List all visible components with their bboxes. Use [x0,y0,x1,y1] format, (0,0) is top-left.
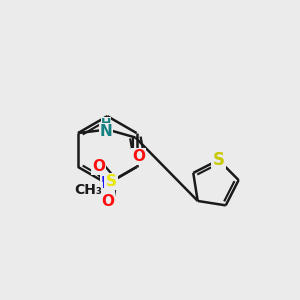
Text: O: O [101,194,114,209]
Text: O: O [132,149,145,164]
Text: CH₃: CH₃ [74,183,102,197]
Text: N: N [100,124,112,139]
Text: O: O [92,159,105,174]
Text: S: S [106,174,117,189]
Text: N: N [101,176,114,191]
Text: H: H [101,117,111,130]
Text: S: S [213,151,225,169]
